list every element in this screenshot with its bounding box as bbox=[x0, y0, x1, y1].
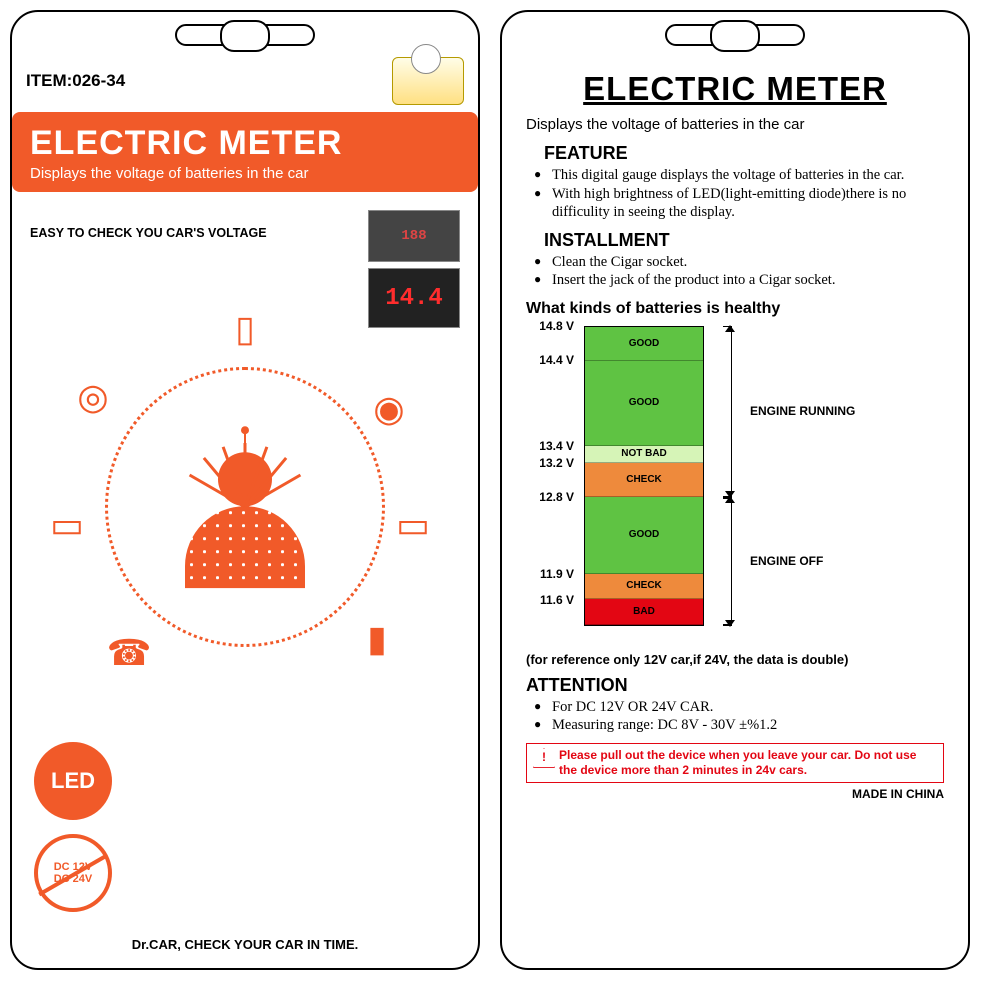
state-label: ENGINE RUNNING bbox=[744, 326, 855, 497]
made-in-label: MADE IN CHINA bbox=[526, 787, 944, 801]
easy-check-label: EASY TO CHECK YOU CAR'S VOLTAGE bbox=[30, 210, 267, 240]
telephone-icon: ☎ bbox=[106, 630, 152, 676]
list-item: Insert the jack of the product into a Ci… bbox=[534, 271, 944, 290]
attention-list: For DC 12V OR 24V CAR.Measuring range: D… bbox=[534, 698, 944, 735]
bar-segment: CHECK bbox=[585, 574, 703, 600]
list-item: This digital gauge displays the voltage … bbox=[534, 166, 944, 185]
list-item: With high brightness of LED(light-emitti… bbox=[534, 185, 944, 222]
dc-voltage-badge: DC 12V DC 24V bbox=[34, 834, 112, 912]
list-item: Clean the Cigar socket. bbox=[534, 253, 944, 272]
chart-brackets bbox=[710, 326, 738, 626]
chart-title: What kinds of batteries is healthy bbox=[526, 300, 944, 318]
hang-tab bbox=[12, 12, 478, 57]
cd-icon: ◎ bbox=[70, 374, 116, 420]
y-tick: 12.8 V bbox=[539, 490, 574, 504]
state-label: ENGINE OFF bbox=[744, 497, 855, 626]
back-subtitle: Displays the voltage of batteries in the… bbox=[526, 116, 944, 133]
title-banner: ELECTRIC METER Displays the voltage of b… bbox=[12, 112, 478, 192]
y-tick: 14.4 V bbox=[539, 353, 574, 367]
dashboard-photo: 188 bbox=[368, 210, 460, 262]
brand-logo-icon bbox=[392, 57, 464, 105]
bar-segment: CHECK bbox=[585, 463, 703, 497]
chart-bar: GOODGOODNOT BADCHECKGOODCHECKBAD bbox=[584, 326, 704, 626]
bracket bbox=[710, 497, 732, 626]
phone-icon: ▯ bbox=[222, 306, 268, 352]
remote-icon: ▮ bbox=[354, 616, 400, 662]
feature-list: This digital gauge displays the voltage … bbox=[534, 166, 944, 222]
product-photos: 188 14.4 bbox=[368, 210, 460, 328]
y-tick: 11.9 V bbox=[540, 567, 574, 581]
y-tick: 11.6 V bbox=[540, 593, 574, 607]
product-title: ELECTRIC METER bbox=[30, 124, 460, 163]
camera-icon: ◉ bbox=[366, 386, 412, 432]
y-tick: 13.4 V bbox=[539, 439, 574, 453]
back-title: ELECTRIC METER bbox=[526, 70, 944, 108]
back-body: ELECTRIC METER Displays the voltage of b… bbox=[526, 70, 944, 952]
laptop-icon: ▭ bbox=[44, 502, 90, 548]
back-card: ELECTRIC METER Displays the voltage of b… bbox=[500, 10, 970, 970]
front-card: ITEM:026-34 ELECTRIC METER Displays the … bbox=[10, 10, 480, 970]
item-code: ITEM:026-34 bbox=[26, 71, 125, 91]
list-item: Measuring range: DC 8V - 30V ±%1.2 bbox=[534, 716, 944, 735]
install-list: Clean the Cigar socket.Insert the jack o… bbox=[534, 253, 944, 290]
install-heading: INSTALLMENT bbox=[544, 230, 944, 251]
chart-state-labels: ENGINE RUNNINGENGINE OFF bbox=[744, 326, 855, 626]
chart-note: (for reference only 12V car,if 24V, the … bbox=[526, 652, 944, 667]
handheld-icon: ▭ bbox=[390, 502, 436, 548]
y-tick: 13.2 V bbox=[539, 456, 574, 470]
feature-heading: FEATURE bbox=[544, 143, 944, 164]
product-subtitle: Displays the voltage of batteries in the… bbox=[30, 165, 460, 182]
device-circle-diagram: ▯ ◉ ▭ ▮ ☎ ▭ ◎ bbox=[50, 312, 440, 702]
bar-segment: GOOD bbox=[585, 361, 703, 446]
bar-segment: BAD bbox=[585, 599, 703, 625]
bracket bbox=[710, 326, 732, 497]
badges-column: LED DC 12V DC 24V bbox=[34, 742, 112, 912]
footer-tagline: Dr.CAR, CHECK YOUR CAR IN TIME. bbox=[12, 937, 478, 952]
bar-segment: GOOD bbox=[585, 327, 703, 361]
battery-health-chart: 14.8 V14.4 V13.4 V13.2 V12.8 V11.9 V11.6… bbox=[530, 326, 944, 644]
attention-heading: ATTENTION bbox=[526, 675, 944, 696]
y-tick: 14.8 V bbox=[539, 319, 574, 333]
bar-segment: NOT BAD bbox=[585, 446, 703, 463]
front-top-row: ITEM:026-34 bbox=[26, 57, 464, 105]
hang-tab bbox=[502, 12, 968, 57]
warning-box: Please pull out the device when you leav… bbox=[526, 743, 944, 783]
led-badge: LED bbox=[34, 742, 112, 820]
bar-segment: GOOD bbox=[585, 497, 703, 574]
chart-y-axis: 14.8 V14.4 V13.4 V13.2 V12.8 V11.9 V11.6… bbox=[530, 326, 578, 626]
list-item: For DC 12V OR 24V CAR. bbox=[534, 698, 944, 717]
